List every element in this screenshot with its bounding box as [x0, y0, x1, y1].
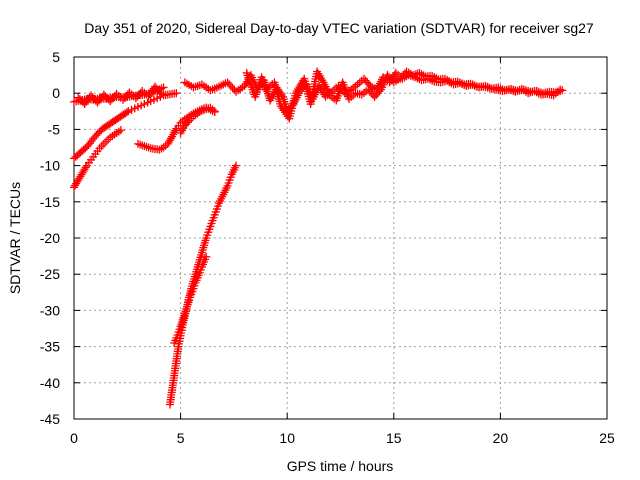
series-track-b [70, 126, 125, 192]
data-point [277, 90, 286, 99]
data-point [159, 83, 168, 92]
axis-ticks [73, 56, 608, 420]
y-axis-label: SDTVAR / TECUs [7, 182, 23, 294]
y-tick-label: 0 [52, 85, 60, 101]
y-tick-label: 5 [52, 49, 60, 65]
series-steep-track-2 [170, 252, 211, 347]
y-tick-label: -30 [40, 302, 60, 318]
y-tick-label: -20 [40, 230, 60, 246]
data-point [81, 163, 90, 172]
y-tick-label: -15 [40, 194, 60, 210]
data-point [171, 126, 180, 135]
x-axis-label: GPS time / hours [287, 458, 394, 474]
data-point [470, 81, 479, 90]
data-point [232, 161, 241, 170]
data-point [228, 83, 237, 92]
data-marks [70, 67, 567, 409]
series-track-c [133, 103, 219, 154]
y-tick-label: -10 [40, 158, 60, 174]
x-tick-label: 10 [279, 430, 295, 446]
y-tick-label: -35 [40, 339, 60, 355]
x-tick-label: 5 [177, 430, 185, 446]
chart-title: Day 351 of 2020, Sidereal Day-to-day VTE… [84, 20, 594, 36]
data-point [172, 89, 181, 98]
data-point [225, 80, 234, 89]
x-tick-labels: 0 5 10 15 20 25 [70, 430, 615, 446]
data-point [556, 85, 565, 94]
x-tick-label: 25 [599, 430, 615, 446]
y-tick-label: -45 [40, 411, 60, 427]
y-tick-labels: 5 0 -5 -10 -15 -20 -25 -30 -35 -40 -45 [40, 49, 60, 427]
data-point [223, 78, 232, 87]
y-tick-label: -5 [48, 121, 61, 137]
data-point [122, 108, 131, 117]
x-tick-label: 20 [493, 430, 509, 446]
x-tick-label: 15 [386, 430, 402, 446]
series-main-band-noise [74, 82, 166, 109]
data-point [226, 82, 235, 91]
gridlines [74, 57, 607, 419]
data-point [116, 126, 125, 135]
y-tick-label: -25 [40, 266, 60, 282]
series-right-band-noise [242, 67, 565, 123]
data-point [375, 87, 384, 96]
x-tick-label: 0 [70, 430, 78, 446]
data-point [210, 108, 219, 117]
series-steep-track-1 [165, 161, 241, 409]
data-point [355, 78, 364, 87]
y-tick-label: -40 [40, 375, 60, 391]
data-point [202, 252, 211, 261]
